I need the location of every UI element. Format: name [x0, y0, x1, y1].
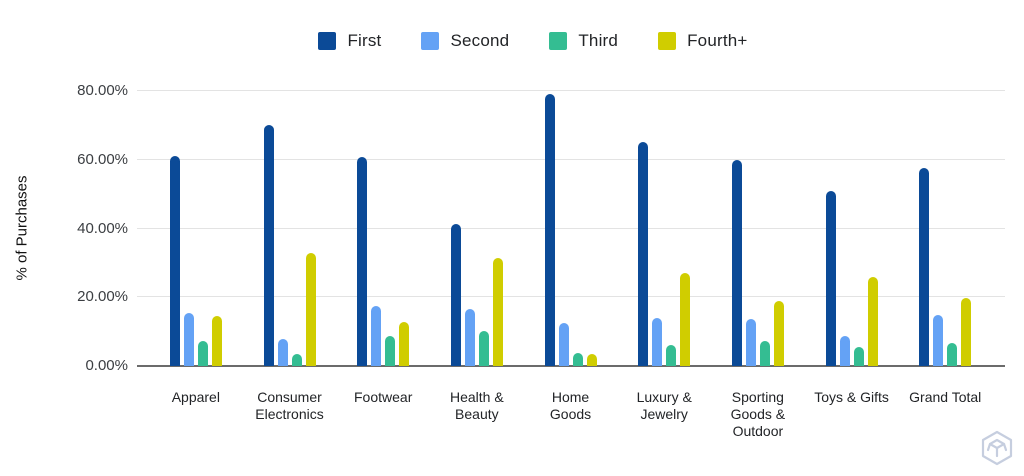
y-tick-label: 20.00% — [77, 288, 128, 306]
x-axis-label-text: Apparel — [171, 389, 220, 405]
x-axis-label-text: Toys & Gifts — [814, 389, 889, 405]
gridline — [137, 90, 1005, 91]
legend-swatch — [549, 32, 568, 50]
bar-third — [572, 352, 583, 366]
x-axis-line — [137, 365, 1005, 367]
bar-second — [558, 322, 569, 366]
bar-first — [638, 141, 649, 366]
x-axis-label: Apparel — [149, 389, 243, 440]
bar-second — [371, 306, 382, 366]
legend-label: Third — [578, 31, 619, 50]
y-tick-label: 0.00% — [85, 357, 128, 374]
bar-second — [464, 309, 475, 366]
legend-label: First — [347, 31, 382, 50]
legend-label: Second — [450, 31, 510, 50]
legend-swatch — [658, 32, 677, 50]
bar-third — [853, 347, 864, 366]
x-axis-labels: Apparel Consumer Electronics Footwear Healt… — [149, 389, 992, 440]
x-axis-label-text: Footwear — [354, 389, 413, 405]
gridline — [137, 227, 1005, 229]
plot-area — [137, 84, 1005, 367]
bar-group-apparel — [149, 84, 243, 366]
bar-group-luxury-jewelry — [617, 84, 711, 366]
legend-entry-first: First — [318, 31, 381, 51]
bar-third — [666, 344, 677, 366]
bar-fourth — [399, 322, 410, 366]
legend-entry-fourth: Fourth+ — [658, 31, 747, 51]
bar-first — [169, 156, 180, 366]
x-axis-label: Home Goods — [524, 389, 618, 440]
bar-first — [357, 157, 368, 366]
bar-groups — [149, 84, 992, 366]
bar-group-footwear — [336, 84, 430, 366]
legend-swatch — [421, 32, 440, 50]
x-axis-label: Toys & Gifts — [805, 389, 899, 440]
bar-first — [731, 159, 742, 366]
bar-group-toys-gifts — [805, 84, 899, 366]
bar-third — [759, 341, 770, 366]
bar-third — [197, 341, 208, 366]
gridline — [137, 296, 1005, 298]
bar-second — [745, 318, 756, 366]
bar-fourth — [773, 301, 784, 366]
legend-swatch — [318, 32, 337, 50]
y-tick-label: 40.00% — [77, 219, 128, 237]
x-axis-label: Sporting Goods & Outdoor — [711, 389, 805, 440]
bar-first — [544, 94, 555, 366]
bar-third — [385, 336, 396, 366]
legend-entry-second: Second — [421, 31, 509, 51]
bar-group-sporting-goods-outdoor — [711, 84, 805, 366]
y-tick-label: 60.00% — [77, 150, 128, 168]
bar-fourth — [961, 297, 972, 366]
gridline — [137, 158, 1005, 160]
bar-fourth — [305, 252, 316, 366]
bar-fourth — [867, 276, 878, 366]
bar-first — [263, 125, 274, 366]
bar-fourth — [586, 354, 597, 366]
bar-second — [652, 317, 663, 366]
bar-third — [478, 330, 489, 366]
bar-group-consumer-electronics — [243, 84, 337, 366]
bar-second — [839, 335, 850, 366]
bar-first — [825, 191, 836, 366]
x-axis-label: Consumer Electronics — [243, 389, 337, 440]
y-tick-label: 80.00% — [77, 82, 128, 99]
legend-label: Fourth+ — [687, 31, 748, 50]
bar-fourth — [680, 272, 691, 366]
bar-group-health-beauty — [430, 84, 524, 366]
x-axis-label: Footwear — [336, 389, 430, 440]
chart-legend: First Second Third Fourth+ — [0, 31, 1024, 51]
bar-third — [947, 343, 958, 366]
x-axis-label: Luxury & Jewelry — [617, 389, 711, 440]
x-axis-label: Grand Total — [898, 389, 992, 440]
x-axis-label-text: Grand Total — [909, 389, 982, 405]
bar-group-grand-total — [898, 84, 992, 366]
bar-second — [933, 314, 944, 366]
bar-second — [183, 312, 194, 366]
bar-group-home-goods — [524, 84, 618, 366]
y-axis-tick-labels: 0.00% 20.00% 40.00% 60.00% 80.00% — [40, 82, 128, 374]
bar-second — [277, 338, 288, 366]
x-axis-label-text: Health & Beauty — [449, 389, 504, 422]
y-axis-title: % of Purchases — [13, 175, 31, 281]
bar-first — [450, 223, 461, 366]
x-axis-label-text: Consumer Electronics — [255, 389, 324, 422]
x-axis-label: Health & Beauty — [430, 389, 524, 440]
bar-fourth — [492, 257, 503, 366]
x-axis-label-text: Sporting Goods & Outdoor — [730, 389, 786, 439]
x-axis-label-text: Home Goods — [549, 389, 592, 422]
bar-fourth — [211, 315, 222, 366]
bar-third — [291, 353, 302, 366]
x-axis-label-text: Luxury & Jewelry — [636, 389, 692, 422]
legend-entry-third: Third — [549, 31, 618, 51]
cube-watermark-icon — [981, 430, 1013, 466]
bar-first — [919, 167, 930, 366]
